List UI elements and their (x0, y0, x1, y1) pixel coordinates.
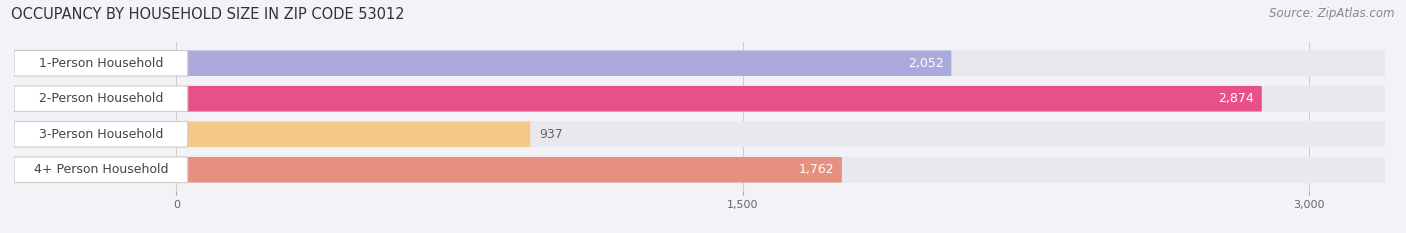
FancyBboxPatch shape (176, 121, 1385, 147)
FancyBboxPatch shape (14, 157, 188, 182)
FancyBboxPatch shape (14, 86, 188, 112)
FancyBboxPatch shape (176, 86, 1261, 112)
Text: 4+ Person Household: 4+ Person Household (34, 163, 169, 176)
FancyBboxPatch shape (14, 51, 188, 76)
FancyBboxPatch shape (14, 51, 1385, 76)
Text: 3-Person Household: 3-Person Household (39, 128, 163, 141)
FancyBboxPatch shape (176, 86, 1385, 112)
FancyBboxPatch shape (14, 86, 1385, 112)
Text: Source: ZipAtlas.com: Source: ZipAtlas.com (1270, 7, 1395, 20)
FancyBboxPatch shape (176, 157, 842, 182)
FancyBboxPatch shape (14, 121, 188, 147)
Text: 2,874: 2,874 (1219, 92, 1254, 105)
Text: 1-Person Household: 1-Person Household (39, 57, 163, 70)
Text: 2-Person Household: 2-Person Household (39, 92, 163, 105)
Text: 937: 937 (540, 128, 564, 141)
Text: 1,762: 1,762 (799, 163, 834, 176)
Text: OCCUPANCY BY HOUSEHOLD SIZE IN ZIP CODE 53012: OCCUPANCY BY HOUSEHOLD SIZE IN ZIP CODE … (11, 7, 405, 22)
FancyBboxPatch shape (14, 121, 1385, 147)
FancyBboxPatch shape (176, 121, 530, 147)
FancyBboxPatch shape (14, 157, 1385, 182)
FancyBboxPatch shape (176, 51, 1385, 76)
FancyBboxPatch shape (176, 157, 1385, 182)
Text: 2,052: 2,052 (908, 57, 943, 70)
FancyBboxPatch shape (176, 51, 952, 76)
